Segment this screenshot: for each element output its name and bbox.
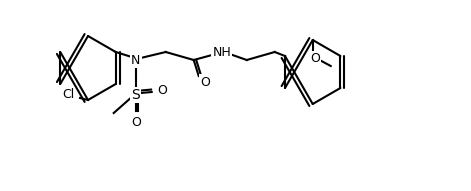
Text: S: S	[131, 88, 140, 102]
Text: O: O	[157, 83, 167, 96]
Text: NH: NH	[212, 45, 231, 58]
Text: O: O	[310, 53, 320, 66]
Text: O: O	[131, 117, 141, 129]
Text: O: O	[200, 75, 210, 88]
Text: Cl: Cl	[62, 88, 74, 101]
Text: N: N	[131, 53, 140, 66]
